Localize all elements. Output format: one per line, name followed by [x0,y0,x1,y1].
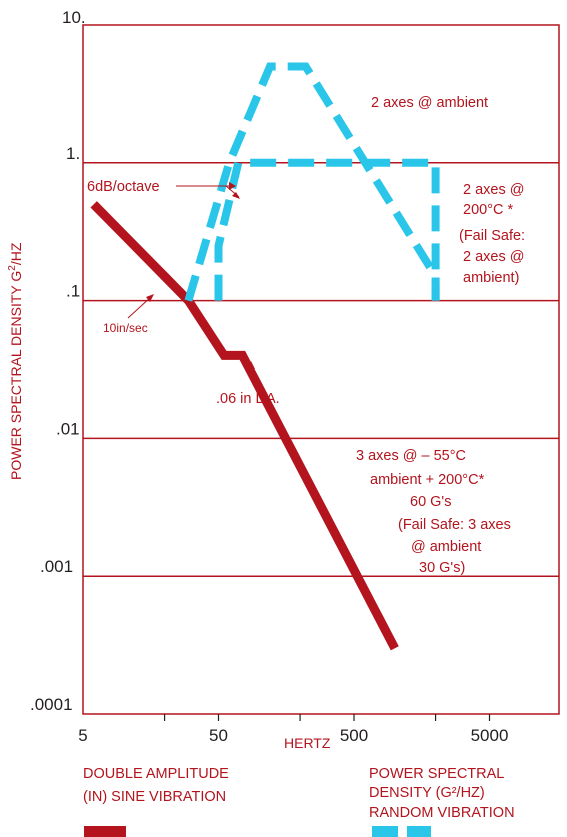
x-tick-label: 5 [78,726,87,745]
annotation-ambient-2-axes: 2 axes @ ambient [371,95,488,111]
annotation-3axes-line2: ambient + 200°C* [370,472,485,488]
x-tick-label: 50 [209,726,228,745]
legend-random-line2: DENSITY (G²/HZ) [369,785,485,801]
annotation-200c-line5: ambient) [463,270,519,286]
legend-sine-swatch [84,826,126,837]
x-tick-labels: 5 50 500 5000 [78,714,508,745]
x-tick-label: 5000 [471,726,509,745]
y-tick-label: .001 [40,557,73,576]
y-axis-label-end: /HZ [8,242,24,265]
annotation-3axes-line4: (Fail Safe: 3 axes [398,517,511,533]
legend-random-swatch-2 [407,826,431,837]
annotation-3axes-line5: @ ambient [411,539,481,555]
annotation-da: .06 in DA. [216,391,280,407]
annotation-200c-line4: 2 axes @ [463,249,524,265]
annotation-200c-line3: (Fail Safe: [459,228,525,244]
arrow-10in-line [127,295,153,319]
arrow-6db-tail-head [232,192,240,199]
legend-random-line1: POWER SPECTRAL [369,766,504,782]
sine-vibration-line [90,201,399,651]
legend-random-swatch-1 [372,826,398,837]
x-tick-label: 500 [340,726,368,745]
series-group [90,62,440,651]
y-axis-label: POWER SPECTRAL DENSITY G2/HZ [7,242,24,480]
annotation-3-axes: 3 axes @ – 55°C ambient + 200°C* 60 G's … [356,448,511,576]
annotation-3axes-line6: 30 G's) [419,560,465,576]
legend-sine: DOUBLE AMPLITUDE (IN) SINE VIBRATION [83,766,229,837]
legend-sine-line1: DOUBLE AMPLITUDE [83,766,229,782]
annotation-200c-line2: 200°C * [463,202,513,218]
y-tick-label: 10. [62,8,86,27]
y-tick-label: .1 [66,282,80,301]
y-tick-label: .01 [56,419,80,438]
annotation-3axes-line3: 60 G's [410,494,451,510]
annotation-6db-octave: 6dB/octave [87,179,160,195]
y-axis-label-sup: 2 [7,265,18,271]
legend-random-line3: RANDOM VIBRATION [369,805,515,821]
annotation-3axes-line1: 3 axes @ – 55°C [356,448,466,464]
legend-random: POWER SPECTRAL DENSITY (G²/HZ) RANDOM VI… [369,766,515,837]
annotation-200c-line1: 2 axes @ [463,182,524,198]
plot-frame [82,24,560,715]
grid-lines [83,162,559,577]
y-tick-label: 1. [66,144,80,163]
y-tick-label: .0001 [30,695,73,714]
y-axis-label-main: POWER SPECTRAL DENSITY G [8,271,24,480]
arrow-10in-head [146,294,154,302]
x-axis-label: HERTZ [284,735,331,751]
arrow-da-head [247,361,255,369]
y-tick-labels: 10. 1. .1 .01 .001 .0001 [30,8,86,714]
legend-sine-line2: (IN) SINE VIBRATION [83,789,226,805]
random-vibration-line [214,158,440,301]
annotation-2-axes-200c: 2 axes @ 200°C * (Fail Safe: 2 axes @ am… [459,182,525,286]
annotation-10in-sec: 10in/sec [103,321,148,335]
arrow-6db-head [229,182,236,190]
